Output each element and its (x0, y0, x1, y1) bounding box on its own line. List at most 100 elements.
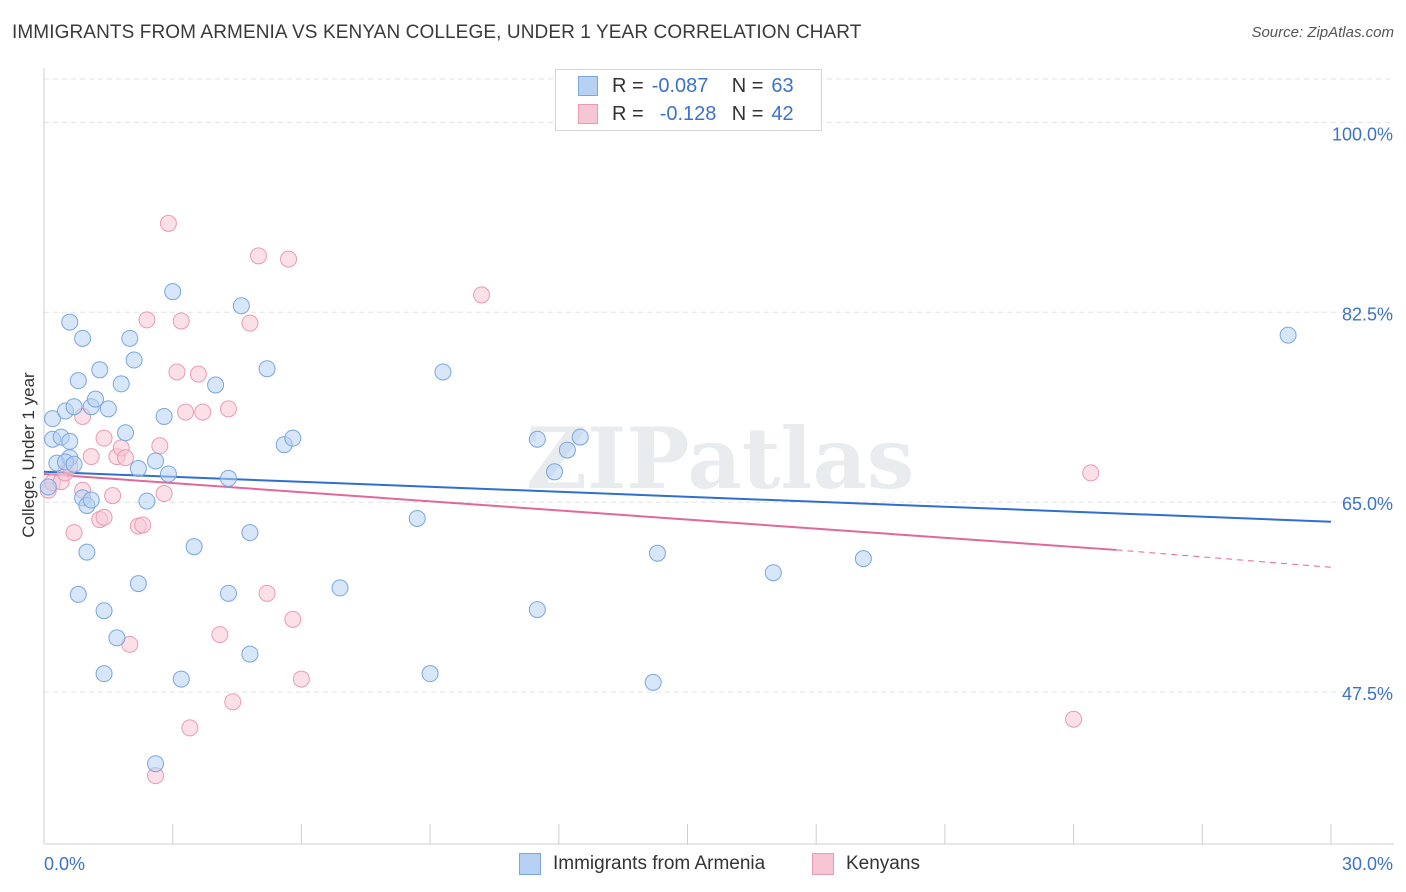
armenia-point (121, 329, 139, 347)
armenia-point (241, 524, 259, 542)
armenia-point (91, 361, 109, 379)
legend-row-kenyan: R = -0.128 N = 42 (578, 101, 794, 127)
kenyan-point (1082, 464, 1100, 482)
kenyan-point (151, 437, 169, 455)
armenia-point (117, 424, 135, 442)
kenyan-point (211, 626, 229, 644)
x-tick-label: 30.0% (1342, 854, 1393, 874)
kenyan-trend-line (43, 472, 1117, 551)
armenia-point (129, 575, 147, 593)
kenyan-r-value: -0.128 (659, 102, 717, 125)
y-tick-label: 47.5% (1342, 684, 1393, 704)
armenia-point (155, 407, 173, 425)
armenia-point (129, 460, 147, 478)
kenyan-point (189, 365, 207, 383)
armenia-point (258, 360, 276, 378)
armenia-point (164, 283, 182, 301)
bottom-kenyan-label: Kenyans (846, 853, 920, 874)
armenia-point (44, 410, 62, 428)
armenia-point (528, 601, 546, 619)
armenia-point (644, 673, 662, 691)
armenia-trend-line (43, 470, 1332, 523)
y-tick-label: 82.5% (1342, 304, 1393, 324)
kenyan-swatch (578, 104, 598, 124)
trend-layer (43, 470, 1332, 568)
bottom-kenyan-swatch (812, 853, 834, 875)
point-layer (39, 214, 1297, 785)
kenyan-point (224, 693, 242, 711)
armenia-point (69, 585, 87, 603)
armenia-point (185, 538, 203, 556)
kenyan-point (473, 286, 491, 304)
armenia-point (39, 478, 57, 496)
kenyan-point (104, 487, 122, 505)
armenia-point (408, 509, 426, 527)
armenia-point (78, 543, 96, 561)
armenia-point (764, 564, 782, 582)
bottom-legend-kenyan: Kenyans (812, 850, 920, 878)
armenia-point (284, 429, 302, 447)
armenia-point (421, 665, 439, 683)
kenyan-point (1065, 710, 1083, 728)
kenyan-point (82, 448, 100, 466)
kenyan-point (250, 247, 267, 265)
grid-layer (44, 78, 1394, 693)
armenia-point (219, 469, 237, 487)
armenia-point (74, 329, 92, 347)
armenia-n-label: N = (731, 74, 764, 97)
armenia-point (82, 491, 100, 509)
armenia-point (108, 629, 126, 647)
kenyan-point (138, 311, 156, 329)
kenyan-point (159, 214, 177, 232)
armenia-point (65, 398, 83, 416)
armenia-point (219, 584, 237, 602)
legend-row-armenia: R = -0.087 N = 63 (578, 73, 794, 99)
armenia-point (546, 463, 564, 481)
armenia-point (61, 432, 79, 450)
kenyan-point (177, 403, 195, 421)
kenyan-point (117, 449, 135, 467)
kenyan-point (95, 508, 113, 526)
kenyan-point (258, 584, 276, 602)
label-layer: 47.5% 65.0% 82.5% 100.0% 0.0% 30.0% College, U… (19, 124, 1393, 874)
kenyan-point (219, 400, 237, 418)
armenia-point (61, 313, 79, 331)
armenia-point (112, 375, 130, 393)
kenyan-point (155, 485, 173, 503)
armenia-point (125, 351, 143, 369)
armenia-r-value: -0.087 (651, 74, 709, 97)
armenia-point (571, 428, 589, 446)
kenyan-point (194, 403, 212, 421)
armenia-n-value: 63 (771, 74, 794, 97)
kenyan-point (65, 524, 83, 542)
armenia-point (558, 441, 576, 459)
armenia-point (434, 363, 452, 381)
armenia-point (1279, 326, 1297, 344)
armenia-point (207, 376, 225, 394)
kenyan-point (168, 363, 186, 381)
armenia-point (241, 645, 259, 663)
armenia-point (86, 390, 104, 408)
axis-layer (43, 68, 1394, 845)
armenia-r-label: R = (612, 74, 644, 97)
armenia-point (172, 670, 190, 688)
kenyan-point (280, 250, 298, 268)
kenyan-point (241, 314, 259, 332)
armenia-point (159, 465, 177, 483)
bottom-armenia-label: Immigrants from Armenia (553, 853, 766, 874)
watermark: ZIPatlas (526, 409, 914, 508)
armenia-point (147, 755, 165, 773)
armenia-point (138, 492, 156, 510)
bottom-armenia-swatch (519, 853, 541, 875)
kenyan-point (292, 670, 310, 688)
y-axis-label: College, Under 1 year (19, 372, 38, 538)
kenyan-n-label: N = (731, 102, 764, 125)
armenia-point (65, 455, 83, 473)
armenia-point (99, 400, 117, 418)
y-tick-label: 100.0% (1332, 124, 1393, 144)
kenyan-point (284, 610, 302, 628)
armenia-point (232, 297, 250, 315)
bottom-legend-armenia: Immigrants from Armenia (519, 850, 765, 878)
armenia-point (69, 372, 87, 390)
